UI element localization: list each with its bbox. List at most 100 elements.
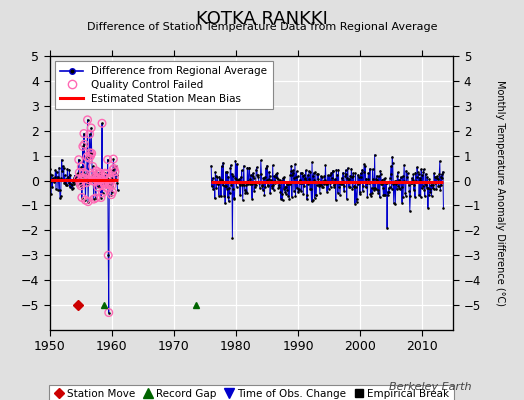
Point [106,181,114,188]
Point [94,184,102,190]
Point [380,192,389,199]
Point [77,183,85,189]
Point [78,174,86,181]
Point [222,169,230,175]
Point [221,182,229,189]
Point [246,176,255,182]
Point [419,182,427,189]
Point [291,161,299,167]
Point [410,181,419,188]
Point [99,190,107,196]
Point [421,180,430,186]
Point [90,196,98,202]
Point [250,180,259,187]
Point [337,180,346,187]
Point [273,170,281,176]
Point [322,181,330,187]
Point [278,191,286,198]
Point [302,167,310,174]
Point [239,162,248,169]
Point [270,177,279,184]
Point [213,174,222,180]
Point [61,172,69,178]
Point [255,179,263,185]
Point [400,162,408,168]
Point [93,175,101,182]
Point [320,173,329,179]
Point [403,170,412,176]
Point [62,182,70,188]
Point [333,178,341,185]
Point [68,184,77,191]
Point [57,175,66,182]
Point [231,157,239,164]
Point [77,183,85,189]
Point [321,162,330,168]
Point [331,176,339,182]
Point [269,182,277,189]
Point [380,176,388,182]
Point [223,168,232,175]
Point [359,169,368,175]
Point [75,178,84,185]
Point [409,177,417,184]
Point [274,184,282,191]
Point [226,190,234,196]
Point [57,192,65,199]
Point [394,183,402,190]
Point [87,125,95,131]
Point [387,171,395,178]
Point [111,168,119,175]
Point [414,179,422,186]
Point [391,200,399,207]
Point [267,183,276,189]
Point [224,194,232,201]
Point [392,186,401,192]
Point [99,190,107,196]
Point [367,185,376,191]
Point [108,166,117,173]
Point [401,192,410,199]
Point [101,180,109,186]
Point [423,174,432,180]
Point [341,179,349,185]
Point [214,181,222,188]
Point [377,181,386,187]
Point [101,170,110,176]
Point [217,163,226,169]
Point [396,178,405,184]
Point [422,170,430,177]
Point [408,175,416,181]
Point [405,188,413,194]
Point [350,183,358,189]
Point [263,177,271,184]
Point [374,190,383,196]
Point [70,175,78,181]
Point [292,168,301,174]
Point [340,183,348,190]
Point [89,163,97,170]
Point [298,170,307,176]
Point [47,191,55,197]
Point [103,182,112,188]
Point [412,178,420,185]
Point [95,169,103,176]
Point [88,172,96,178]
Point [363,180,371,187]
Point [61,180,70,186]
Point [258,182,266,188]
Point [256,179,265,186]
Point [300,183,309,190]
Point [84,198,92,205]
Point [379,185,387,192]
Point [277,178,286,184]
Point [74,156,83,163]
Point [107,192,115,198]
Point [84,198,92,205]
Point [325,172,334,178]
Point [429,185,437,192]
Point [297,170,305,176]
Point [430,180,439,186]
Point [402,179,411,185]
Point [220,179,228,186]
